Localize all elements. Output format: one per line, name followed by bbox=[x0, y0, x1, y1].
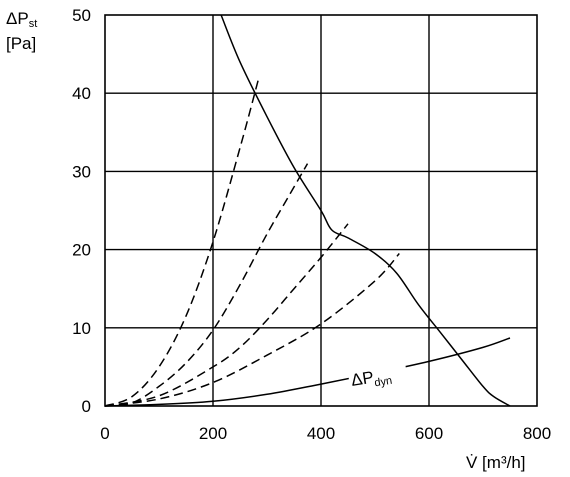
system-curve-line bbox=[220, 14, 511, 407]
y-tick-label: 10 bbox=[72, 319, 91, 338]
y-tick-label: 20 bbox=[72, 241, 91, 260]
dyn-pressure-label: ΔPdyn bbox=[347, 361, 409, 395]
grid bbox=[105, 15, 537, 406]
y-axis-symbol: ΔPst bbox=[6, 9, 37, 30]
y-tick-label: 30 bbox=[72, 162, 91, 181]
svg-text:ΔPdyn: ΔPdyn bbox=[350, 365, 393, 393]
y-tick-label: 0 bbox=[82, 397, 91, 416]
y-tick-label: 40 bbox=[72, 84, 91, 103]
x-tick-label: 600 bbox=[415, 424, 443, 443]
y-axis-unit: [Pa] bbox=[6, 34, 36, 53]
dashed-curve-4 bbox=[104, 253, 400, 407]
curves bbox=[104, 14, 511, 407]
x-tick-label: 0 bbox=[100, 424, 109, 443]
x-axis-label: V̇ [m³/h] bbox=[466, 453, 526, 472]
tick-labels: 0 200 400 600 800 0 10 20 30 40 50 bbox=[72, 6, 551, 443]
dashed-curve-3 bbox=[104, 223, 349, 407]
x-tick-label: 800 bbox=[523, 424, 551, 443]
plot-frame bbox=[104, 14, 538, 407]
dashed-curve-1 bbox=[104, 77, 260, 407]
dashed-curve-2 bbox=[104, 163, 309, 407]
x-tick-label: 200 bbox=[199, 424, 227, 443]
y-tick-label: 50 bbox=[72, 6, 91, 25]
x-tick-label: 400 bbox=[307, 424, 335, 443]
dyn-pressure-line bbox=[104, 337, 511, 407]
